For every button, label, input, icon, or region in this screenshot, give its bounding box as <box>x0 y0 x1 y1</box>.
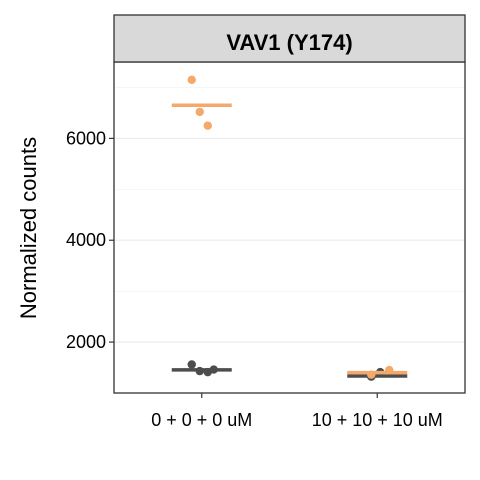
y-tick-label-2: 6000 <box>66 128 106 148</box>
data-point-series1-4 <box>367 370 375 378</box>
x-axis: 0 + 0 + 0 uM 10 + 10 + 10 uM <box>151 393 443 430</box>
data-point-series0-0 <box>188 360 196 368</box>
panel-background <box>114 62 465 393</box>
data-point-series1-3 <box>385 366 393 374</box>
y-axis: 2000 4000 6000 <box>66 128 114 352</box>
data-point-series0-3 <box>210 365 218 373</box>
strip-title: VAV1 (Y174) <box>226 30 352 55</box>
data-point-series1-0 <box>188 76 196 84</box>
y-axis-title: Normalized counts <box>16 137 41 319</box>
y-tick-label-0: 2000 <box>66 332 106 352</box>
data-point-series1-1 <box>196 108 204 116</box>
x-tick-label-0: 0 + 0 + 0 uM <box>151 410 252 430</box>
data-point-series0-1 <box>196 367 204 375</box>
x-tick-label-1: 10 + 10 + 10 uM <box>312 410 443 430</box>
y-tick-label-1: 4000 <box>66 230 106 250</box>
data-point-series1-2 <box>204 121 212 129</box>
